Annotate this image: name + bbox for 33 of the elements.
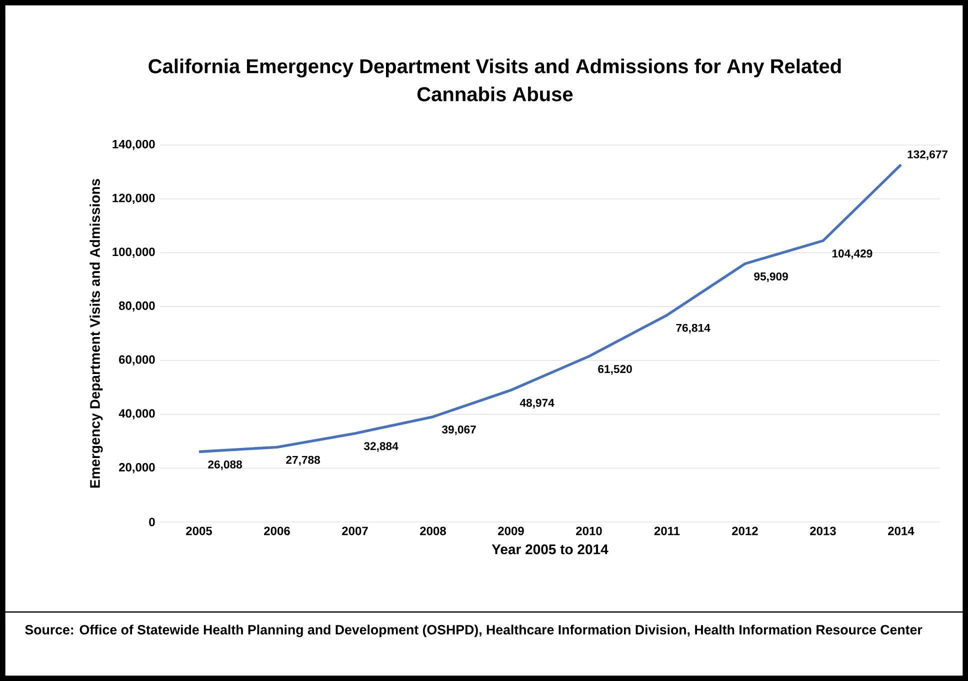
x-tick-label: 2013 (810, 526, 836, 536)
source-note: Source: Office of Statewide Health Planning and Development (OSHPD), Healthcare Information Division, Health Information Resource Center (25, 624, 922, 638)
data-label: 26,088 (208, 460, 242, 470)
x-tick-label: 2012 (732, 526, 758, 536)
x-tick-label: 2010 (576, 526, 602, 536)
data-label: 39,067 (442, 426, 476, 436)
data-label: 76,814 (676, 324, 710, 334)
data-label: 32,884 (364, 442, 398, 452)
data-label: 104,429 (832, 249, 872, 260)
x-axis-title: Year 2005 to 2014 (492, 544, 608, 554)
data-label: 61,520 (598, 365, 632, 375)
y-tick-label: 100,000 (112, 248, 155, 258)
data-label: 27,788 (286, 456, 320, 466)
x-tick-label: 2007 (342, 526, 368, 536)
x-tick-label: 2005 (186, 526, 212, 536)
y-axis-title: Emergency Department Visits and Admissions (90, 178, 103, 488)
data-label: 132,677 (908, 150, 948, 160)
y-tick-label: 140,000 (112, 140, 155, 150)
y-tick-label: 60,000 (119, 355, 155, 366)
x-tick-label: 2011 (654, 526, 680, 536)
chart-title: California Emergency Department Visits and Admissions for Any Related Cannabis Abuse (148, 58, 841, 102)
data-label: 95,909 (754, 272, 788, 282)
x-tick-label: 2008 (420, 526, 446, 536)
y-tick-label: 20,000 (119, 463, 155, 474)
x-tick-label: 2014 (888, 526, 914, 536)
line-series (198, 163, 902, 454)
data-label: 48,974 (520, 398, 554, 408)
x-tick-label: 2006 (264, 526, 290, 536)
y-tick-label: 80,000 (118, 301, 155, 312)
y-tick-label: 40,000 (118, 409, 155, 420)
y-tick-label: 120,000 (112, 194, 155, 204)
x-tick-label: 2009 (498, 526, 524, 536)
y-tick-label: 0 (149, 518, 155, 526)
